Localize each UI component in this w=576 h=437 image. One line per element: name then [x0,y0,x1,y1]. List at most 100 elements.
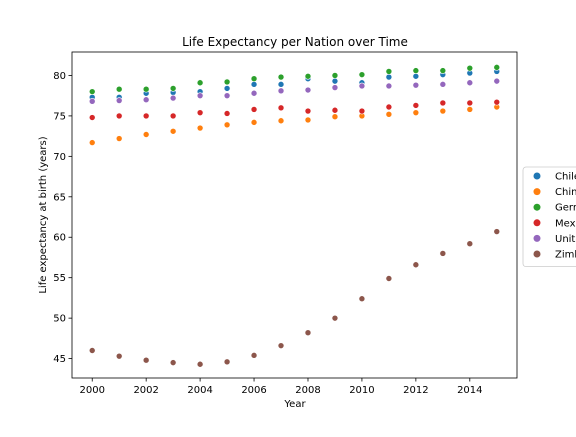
x-tick-label: 2006 [241,385,266,396]
series-united-states-of-america [88,77,501,105]
data-point [304,86,312,94]
x-axis-label: Year [283,399,306,410]
data-point [250,119,258,126]
x-tick-label: 2012 [403,385,428,396]
data-point [358,71,366,78]
x-tick-label: 2014 [457,385,482,396]
plot-area [88,64,501,368]
data-point [142,131,150,138]
legend-label: Chile [555,172,576,183]
y-tick-label: 80 [53,71,66,82]
data-point [169,112,177,120]
axes-frame [71,51,518,379]
legend-marker [533,172,541,180]
data-point [331,72,339,79]
data-point [493,64,501,71]
data-point [223,358,231,366]
data-point [115,97,123,104]
data-point [277,87,285,95]
y-tick-label: 50 [53,314,66,325]
chart-title: Life Expectancy per Nation over Time [182,35,408,49]
data-point [358,82,366,90]
data-point [331,106,339,114]
data-point [196,92,204,99]
x-tick-label: 2008 [295,385,320,396]
data-point [88,114,96,121]
data-point [385,275,393,282]
data-point [412,109,420,116]
data-point [331,314,339,322]
y-tick-label: 70 [53,152,66,163]
legend-marker [533,234,541,242]
data-point [331,77,339,85]
data-point [223,78,231,86]
data-point [277,81,285,88]
series-china [88,103,501,146]
y-tick-label: 45 [53,354,66,365]
data-point [169,359,177,366]
data-point [439,81,447,88]
data-point [466,106,474,113]
data-point [331,113,339,121]
data-point [304,107,312,115]
legend-marker [533,219,541,227]
legend-label: China [555,187,576,198]
y-tick-label: 55 [53,273,66,284]
data-point [196,109,204,116]
data-point [277,104,285,112]
series-germany [88,64,501,95]
data-point [115,112,123,120]
data-point [358,295,366,303]
data-point [250,106,258,113]
data-point [466,240,474,248]
legend-marker [533,188,541,196]
data-point [88,98,96,105]
legend-label: Germany [555,203,576,214]
y-axis-label: Life expectancy at birth (years) [38,136,49,293]
data-point [304,116,312,124]
data-point [385,68,393,75]
data-point [142,112,150,120]
data-point [277,117,285,125]
data-point [439,107,447,115]
data-point [304,72,312,80]
legend-label: United States of America [555,234,576,245]
data-point [169,94,177,102]
data-point [439,250,447,257]
data-point [196,124,204,132]
data-point [412,102,420,109]
data-point [115,352,123,360]
data-point [304,329,312,336]
data-point [466,64,474,72]
x-tick-label: 2004 [187,385,212,396]
data-point [466,99,474,107]
data-point [466,79,474,87]
legend-label: Mexico [555,218,576,229]
x-tick-label: 2010 [349,385,374,396]
data-point [250,75,258,82]
data-point [277,73,285,81]
data-point [88,139,96,146]
data-point [223,92,231,99]
data-point [115,135,123,142]
data-point [385,103,393,111]
x-axis: 2000 2002 2004 2006 2008 2010 2012 2014 [80,378,483,396]
data-point [277,342,285,349]
data-point [493,98,501,106]
data-point [88,88,96,95]
x-tick-label: 2000 [80,385,105,396]
legend-marker [533,250,541,258]
data-point [385,110,393,118]
legend: Chile China Germany Mexico United States of … [522,166,576,267]
series-zimbabwe [88,228,501,368]
y-axis: 45 50 55 60 65 70 75 80 [53,71,72,365]
data-point [385,73,393,81]
data-point [115,85,123,93]
data-point [439,99,447,107]
data-point [331,84,339,91]
data-point [358,107,366,115]
data-point [196,360,204,368]
